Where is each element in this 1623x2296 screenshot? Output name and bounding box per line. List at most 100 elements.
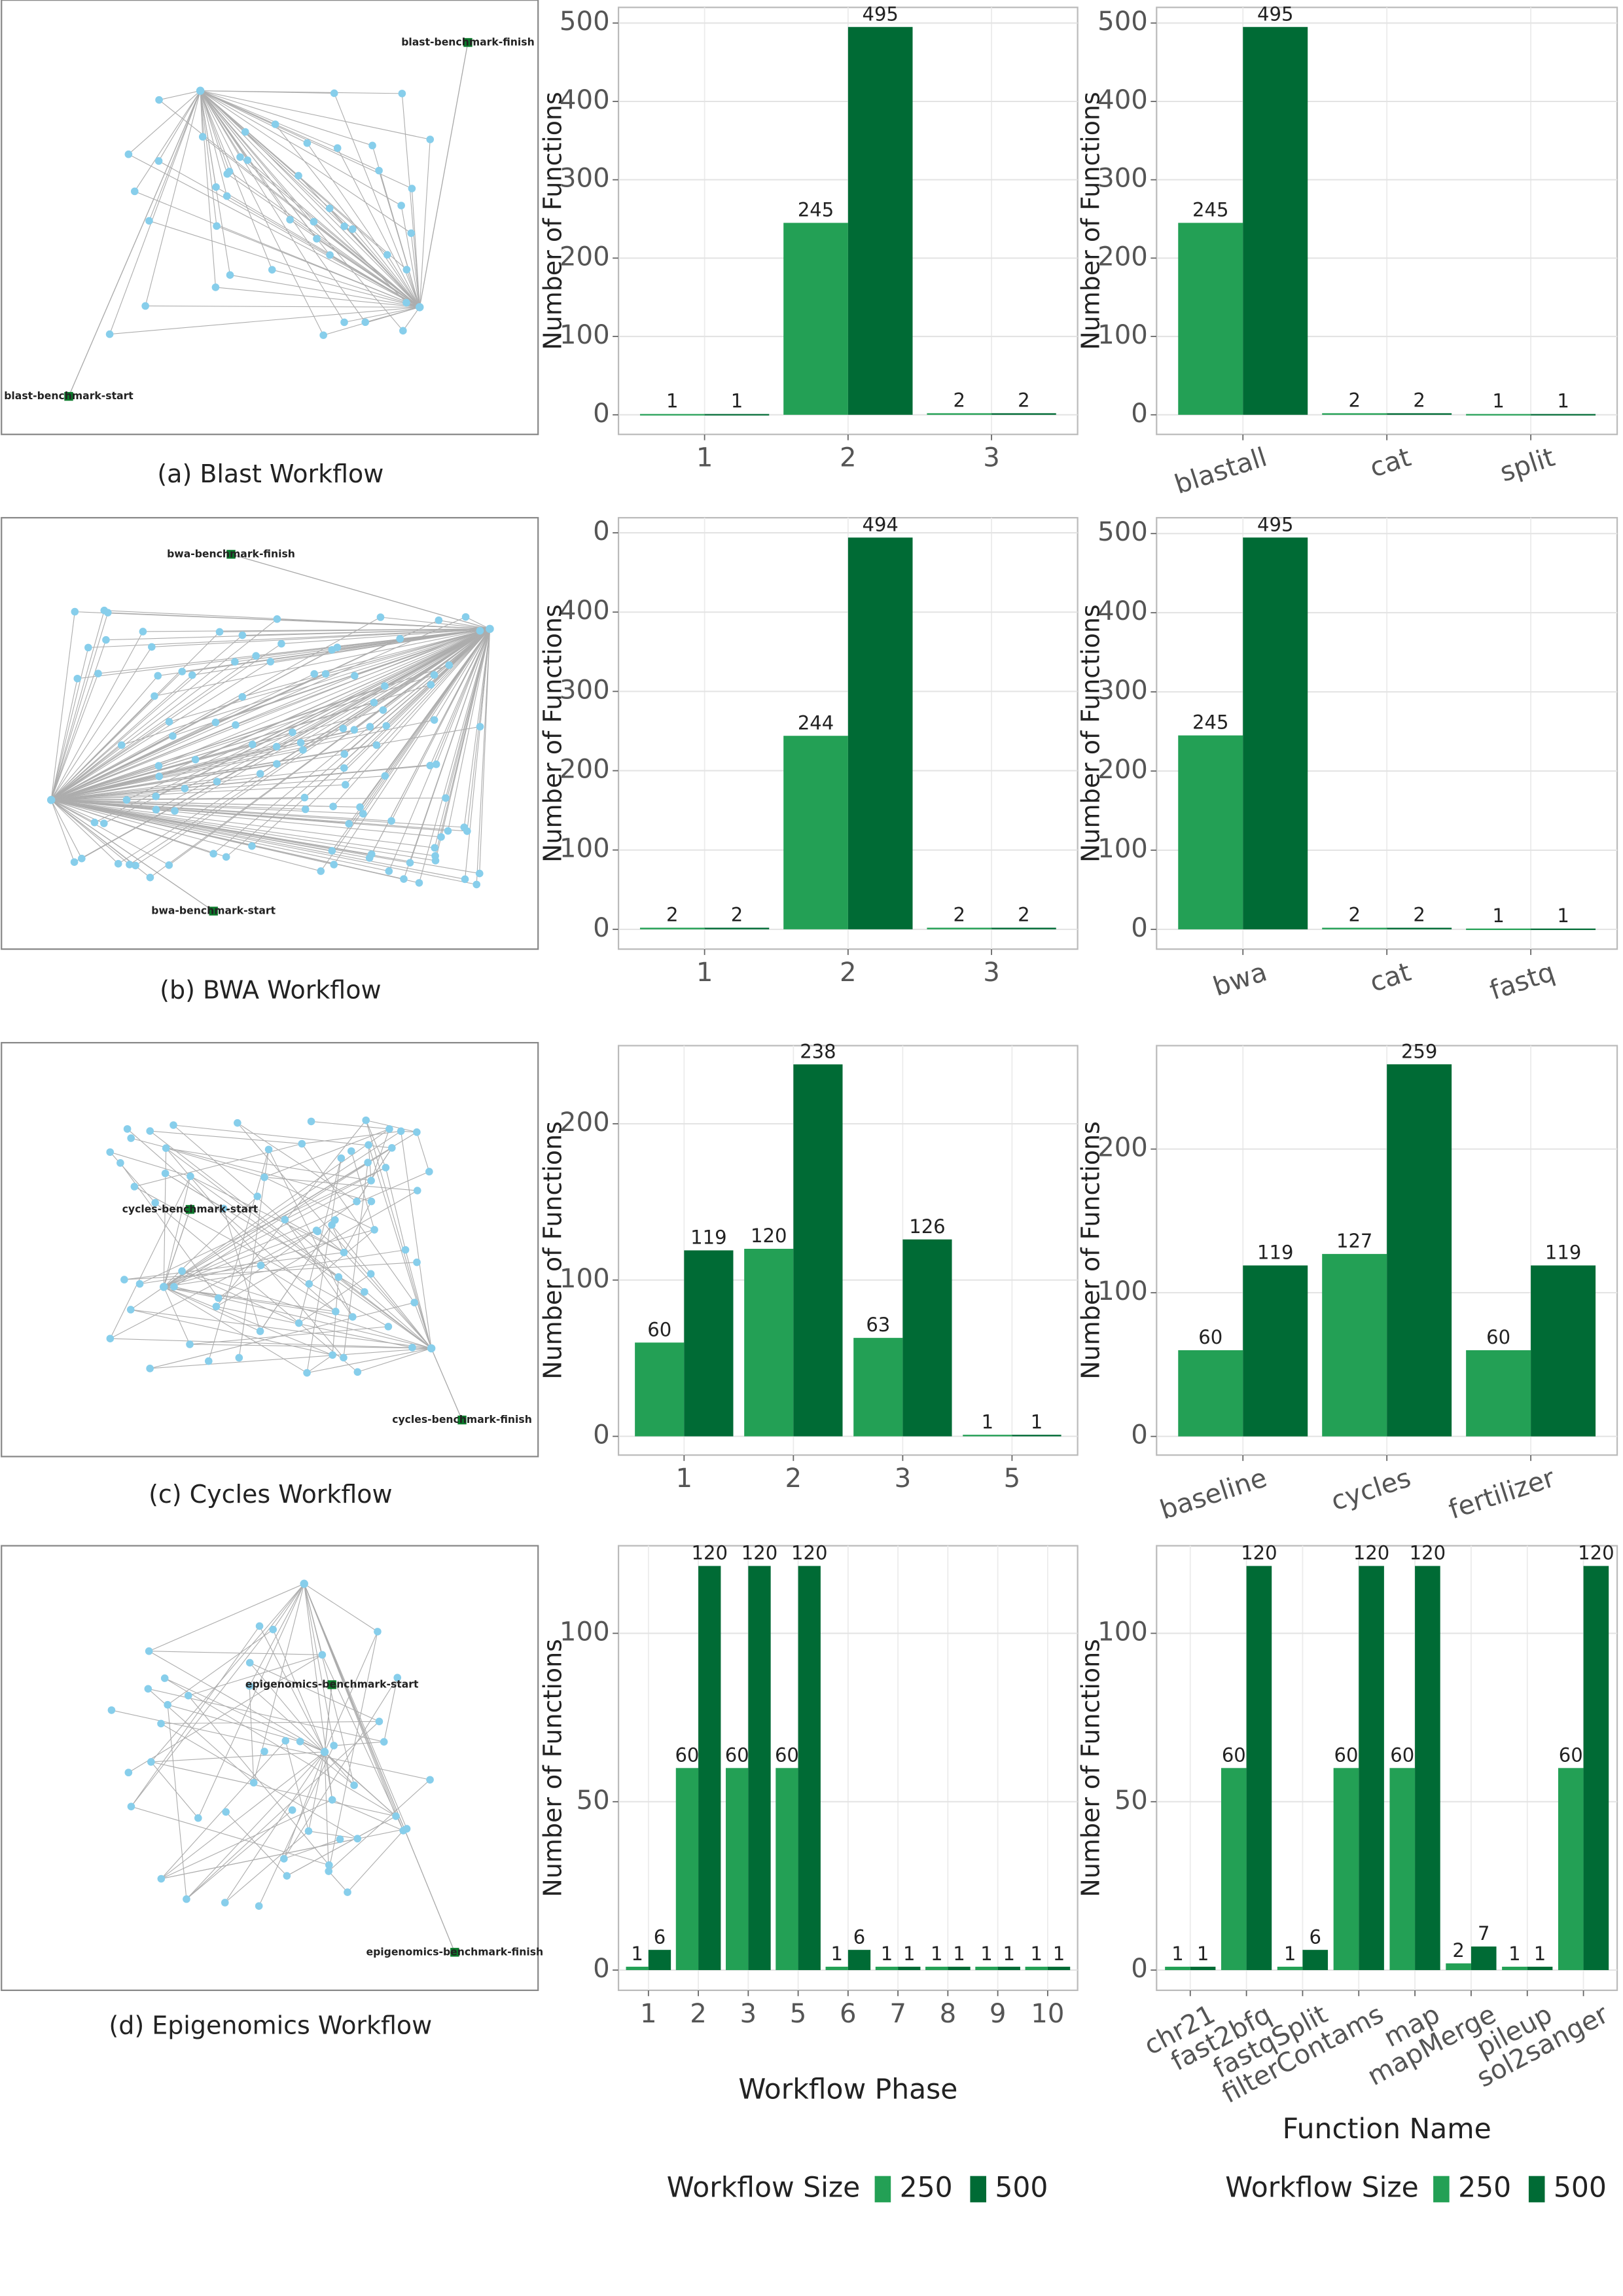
network-edge bbox=[139, 1265, 261, 1285]
network-node bbox=[312, 1227, 321, 1234]
network-node bbox=[296, 1737, 304, 1746]
network-edge bbox=[380, 617, 490, 630]
value-label: 2 bbox=[954, 389, 965, 411]
network-edge bbox=[150, 1130, 302, 1145]
network-edge bbox=[167, 1704, 187, 1899]
network-node bbox=[444, 827, 452, 835]
bar bbox=[1165, 1966, 1190, 1971]
network-node bbox=[124, 1768, 133, 1777]
network-edge bbox=[190, 1344, 432, 1349]
network-node bbox=[413, 1128, 421, 1136]
network-node bbox=[280, 1855, 288, 1863]
network-edge bbox=[371, 628, 490, 855]
network-edge bbox=[139, 1167, 386, 1285]
legend-label: 250 bbox=[900, 2172, 953, 2204]
value-label: 1 bbox=[1557, 390, 1569, 412]
network-edge bbox=[308, 1158, 342, 1284]
network-edge bbox=[200, 90, 404, 331]
network-edge bbox=[216, 1190, 418, 1307]
network-node bbox=[71, 607, 79, 616]
y-tick-label: 100 bbox=[560, 1617, 610, 1647]
network-edge bbox=[50, 638, 401, 800]
network-node bbox=[154, 672, 162, 680]
network-node bbox=[232, 721, 240, 729]
network-node bbox=[272, 742, 281, 751]
network-node bbox=[356, 803, 364, 812]
value-label: 245 bbox=[1192, 711, 1228, 734]
x-tick-label: 5 bbox=[1004, 1463, 1021, 1494]
y-axis-title: Number of Functions bbox=[1076, 604, 1105, 863]
network-node bbox=[223, 170, 232, 178]
network-edge bbox=[50, 612, 109, 800]
bar bbox=[1178, 1350, 1243, 1437]
network-node bbox=[339, 725, 348, 732]
network-node bbox=[401, 1246, 410, 1254]
value-label: 120 bbox=[692, 1542, 728, 1564]
value-label: 60 bbox=[1390, 1744, 1414, 1766]
network-node bbox=[364, 1158, 372, 1167]
network-node bbox=[155, 96, 163, 104]
network-edge bbox=[50, 799, 214, 912]
network-edge bbox=[151, 1761, 199, 1819]
network-frame bbox=[1, 0, 539, 435]
network-edge bbox=[200, 90, 217, 226]
network-node bbox=[426, 135, 435, 143]
network-node bbox=[114, 859, 122, 868]
network-node bbox=[349, 1313, 357, 1321]
network-edge bbox=[411, 188, 420, 308]
bar bbox=[704, 414, 770, 416]
network-edge bbox=[50, 639, 107, 800]
x-tick-label: 3 bbox=[983, 443, 1000, 473]
network-edge bbox=[345, 628, 490, 785]
value-label: 60 bbox=[1222, 1744, 1246, 1766]
network-edge bbox=[200, 90, 273, 270]
network-edge bbox=[151, 628, 490, 647]
network-edge bbox=[332, 1277, 339, 1355]
network-edge bbox=[343, 1162, 368, 1358]
network-node bbox=[432, 760, 440, 768]
network-edge bbox=[324, 1751, 397, 1817]
network-edge bbox=[134, 190, 420, 308]
network-node bbox=[257, 1261, 265, 1270]
value-label: 1 bbox=[982, 1410, 993, 1433]
network-node bbox=[231, 658, 239, 666]
network-edge bbox=[344, 1252, 432, 1349]
x-tick-label: 1 bbox=[676, 1463, 693, 1494]
bar bbox=[1359, 1566, 1384, 1971]
network-edge bbox=[401, 93, 420, 308]
bar bbox=[1466, 1350, 1531, 1437]
network-edge bbox=[130, 1286, 164, 1310]
network-edge bbox=[276, 628, 490, 764]
network-node bbox=[387, 817, 395, 825]
bar bbox=[1387, 927, 1452, 929]
network-node bbox=[347, 1147, 355, 1155]
network-edge bbox=[51, 767, 344, 800]
legend-swatch bbox=[970, 2176, 987, 2202]
network-node bbox=[330, 1742, 338, 1749]
network-node bbox=[384, 1323, 393, 1331]
network-node bbox=[402, 1825, 411, 1833]
network-node bbox=[127, 1803, 135, 1810]
network-edge bbox=[283, 1839, 340, 1859]
bar bbox=[975, 1966, 998, 1971]
y-tick-label: 300 bbox=[1097, 164, 1148, 194]
x-tick-label: 1 bbox=[696, 443, 713, 473]
network-node bbox=[326, 251, 334, 259]
network-edge bbox=[436, 628, 490, 764]
network-node bbox=[397, 202, 405, 209]
network-node bbox=[410, 1299, 419, 1306]
network-edge bbox=[75, 611, 490, 630]
value-label: 120 bbox=[1241, 1542, 1277, 1564]
network-node bbox=[135, 1280, 144, 1288]
network-node bbox=[187, 1172, 194, 1181]
network-edges bbox=[50, 610, 491, 885]
bar bbox=[793, 1064, 843, 1437]
network-edge bbox=[353, 628, 490, 730]
network-node bbox=[399, 327, 407, 335]
network-edge bbox=[50, 696, 243, 800]
bar bbox=[639, 414, 705, 416]
value-label: 1 bbox=[1053, 1943, 1065, 1965]
start-label: bwa-benchmark-start bbox=[151, 905, 276, 917]
bar bbox=[948, 1966, 971, 1971]
network-edge bbox=[163, 1128, 390, 1287]
